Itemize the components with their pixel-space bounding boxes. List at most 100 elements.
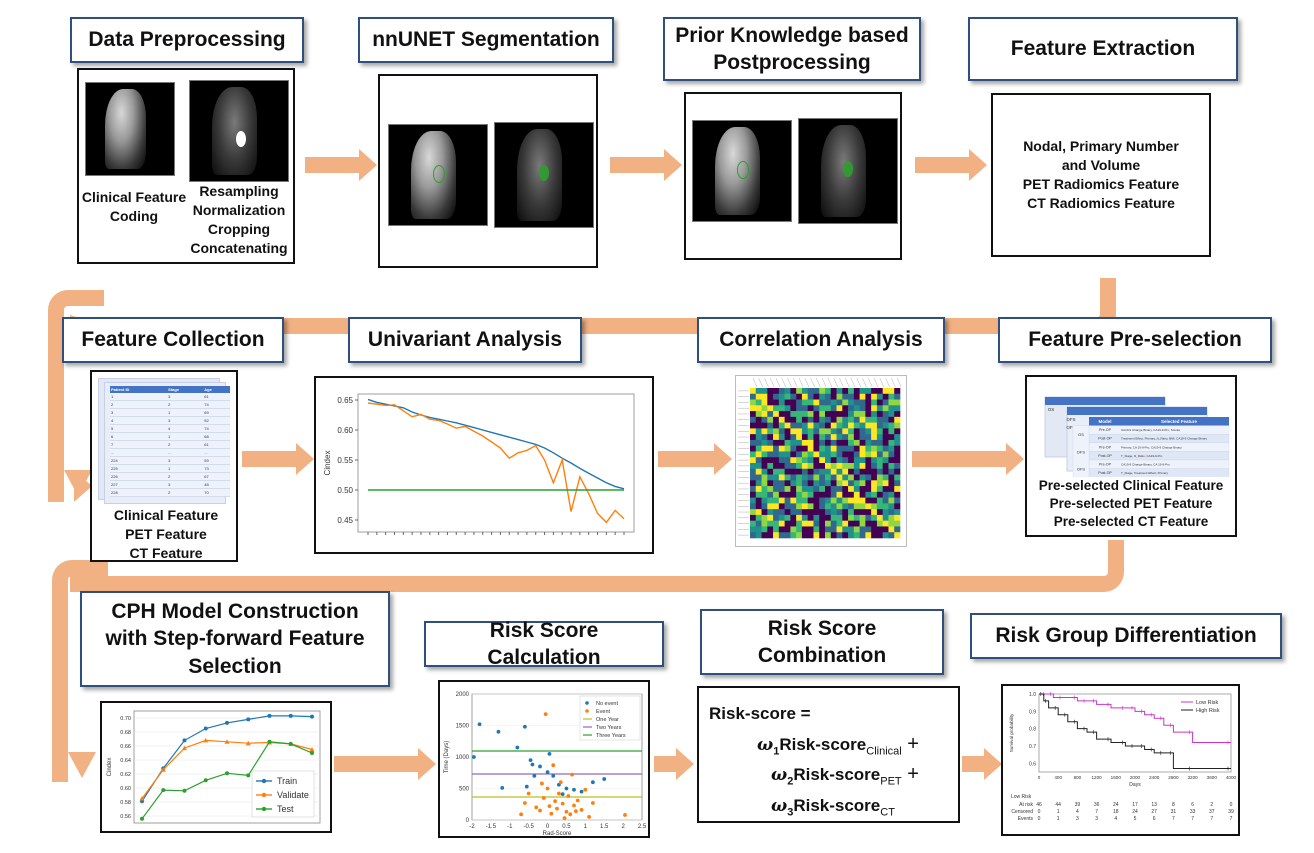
heatmap-cell (807, 439, 814, 446)
heatmap-cell (882, 428, 889, 435)
data-point (224, 739, 230, 744)
heatmap-cell (755, 509, 762, 516)
y-axis-label: Time (Days) (444, 741, 450, 773)
heatmap-cell (836, 503, 843, 510)
heatmap-cell (842, 503, 849, 510)
heatmap-cell (790, 399, 797, 406)
heatmap-cell (750, 445, 757, 452)
heatmap-cell (750, 434, 757, 441)
heatmap-cell (773, 445, 780, 452)
table-cell: ... (167, 448, 204, 457)
heatmap-cell (888, 520, 895, 527)
heatmap-cell (813, 514, 820, 521)
column-label-tick (827, 377, 833, 388)
event-point (570, 772, 575, 777)
heatmap-cell (796, 480, 803, 487)
heatmap-cell (796, 434, 803, 441)
table-cell: 61 (203, 440, 230, 449)
heatmap-cell (859, 393, 866, 400)
x-tick-label: 800 (1074, 775, 1082, 780)
heatmap-cell (894, 491, 901, 498)
heatmap-cell (842, 486, 849, 493)
heatmap-cell (773, 428, 780, 435)
heatmap-cell (830, 457, 837, 464)
heatmap-cell (876, 514, 883, 521)
heatmap-cell (842, 520, 849, 527)
heatmap-cell (796, 451, 803, 458)
heatmap-cell (871, 463, 878, 470)
heatmap-cell (807, 463, 814, 470)
no-event-point (496, 729, 501, 734)
legend-label: Test (277, 804, 294, 814)
y-axis-label: Cindex (107, 758, 113, 777)
heatmap-cell (807, 468, 814, 475)
heatmap-cell (784, 422, 791, 429)
table-cell: 224 (110, 456, 168, 465)
arrow-5-6 (242, 443, 314, 475)
x-tick-label: 1200 (1091, 775, 1102, 780)
title-feature-preselection: Feature Pre-selection (998, 317, 1272, 363)
heatmap-cell (882, 411, 889, 418)
heatmap-cell (801, 520, 808, 527)
y-tick-label: 0.60 (120, 786, 131, 792)
event-point (566, 794, 571, 798)
heatmap-cell (819, 393, 826, 400)
heatmap-cell (871, 439, 878, 446)
heatmap-cell (750, 457, 757, 464)
heatmap-cell (750, 474, 757, 481)
heatmap-cell (876, 393, 883, 400)
column-label-tick (821, 377, 827, 388)
heatmap-cell (842, 405, 849, 412)
table-cell: 2 (167, 400, 204, 409)
heatmap-cell (848, 480, 855, 487)
heatmap-cell (876, 497, 883, 504)
heatmap-cell (755, 451, 762, 458)
heatmap-cell (773, 491, 780, 498)
heatmap-cell (842, 526, 849, 533)
heatmap-cell (813, 486, 820, 493)
heatmap-cell (865, 532, 872, 539)
heatmap-cell (790, 486, 797, 493)
heatmap-cell (778, 428, 785, 435)
data-point (246, 717, 251, 722)
heatmap-cell (819, 422, 826, 429)
heatmap-cell (801, 445, 808, 452)
heatmap-cell (807, 503, 814, 510)
heatmap-cell (813, 416, 820, 423)
heatmap-cell (767, 526, 774, 533)
heatmap-cell (859, 428, 866, 435)
heatmap-cell (888, 503, 895, 510)
heatmap-cell (755, 416, 762, 423)
heatmap-cell (801, 514, 808, 521)
series-line-1 (367, 402, 625, 524)
heatmap-cell (773, 480, 780, 487)
heatmap-cell (767, 416, 774, 423)
table-cell: 69 (203, 408, 230, 417)
panel-risk-combination: Risk-score = ω1Risk-scoreClinical + ω2Ris… (697, 686, 960, 823)
column-label-tick (793, 377, 798, 388)
heatmap-cell (819, 532, 826, 539)
x-tick-label: 2000 (1130, 775, 1141, 780)
risk-table-cell: 2 (1210, 802, 1213, 808)
heatmap-cell (865, 503, 872, 510)
heatmap-cell (853, 491, 860, 498)
heatmap-cell (871, 480, 878, 487)
risk-table-cell: 17 (1132, 802, 1138, 808)
model-group-label: OS (1078, 432, 1084, 437)
down-arrowhead-row3 (68, 752, 96, 778)
heatmap-cell (761, 526, 768, 533)
heatmap-cell (853, 474, 860, 481)
heatmap-cell (894, 434, 901, 441)
heatmap-cell (801, 422, 808, 429)
heatmap-cell (871, 474, 878, 481)
coef: ω (771, 765, 788, 786)
heatmap-cell (790, 428, 797, 435)
y-tick-label: 0.56 (120, 814, 131, 820)
column-label-tick (845, 377, 850, 388)
heatmap-cell (761, 514, 768, 521)
heatmap-cell (778, 422, 785, 429)
heatmap-cell (888, 393, 895, 400)
heatmap-cell (888, 514, 895, 521)
heatmap-cell (882, 486, 889, 493)
arrow-3-4 (915, 149, 987, 181)
